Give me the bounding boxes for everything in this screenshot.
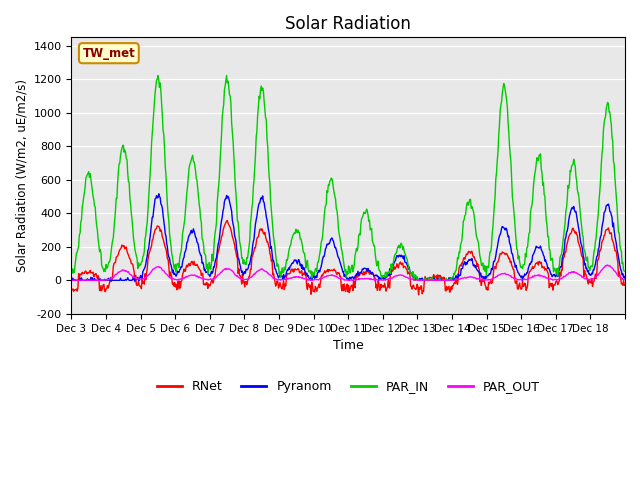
Pyranom <box>406 269 413 275</box>
Pyranom <box>284 267 291 273</box>
PAR_IN <box>132 253 140 259</box>
RNet <box>262 236 270 242</box>
PAR_OUT <box>604 262 611 268</box>
PAR_IN <box>262 117 270 123</box>
PAR_OUT <box>68 277 76 283</box>
Legend: RNet, Pyranom, PAR_IN, PAR_OUT: RNet, Pyranom, PAR_IN, PAR_OUT <box>152 375 545 398</box>
Line: PAR_OUT: PAR_OUT <box>72 265 625 280</box>
Title: Solar Radiation: Solar Radiation <box>285 15 411 33</box>
Pyranom <box>235 256 243 262</box>
Line: PAR_IN: PAR_IN <box>72 75 625 280</box>
PAR_OUT <box>133 276 141 281</box>
PAR_OUT <box>437 277 445 283</box>
Pyranom <box>68 277 76 283</box>
X-axis label: Time: Time <box>333 339 364 352</box>
Pyranom <box>621 275 629 281</box>
Y-axis label: Solar Radiation (W/m2, uE/m2/s): Solar Radiation (W/m2, uE/m2/s) <box>15 79 28 272</box>
RNet <box>406 272 413 277</box>
Pyranom <box>132 276 140 282</box>
RNet <box>235 266 243 272</box>
PAR_IN <box>406 269 413 275</box>
RNet <box>621 282 629 288</box>
Pyranom <box>262 214 270 220</box>
PAR_OUT <box>621 277 629 283</box>
Text: TW_met: TW_met <box>83 47 135 60</box>
RNet <box>284 271 291 276</box>
Line: RNet: RNet <box>72 220 625 295</box>
PAR_IN <box>621 268 629 274</box>
PAR_OUT <box>406 276 413 281</box>
RNet <box>415 292 422 298</box>
Pyranom <box>155 191 163 197</box>
RNet <box>68 288 76 293</box>
PAR_IN <box>284 257 291 263</box>
Pyranom <box>437 276 445 281</box>
PAR_IN <box>438 277 445 283</box>
PAR_OUT <box>284 276 291 282</box>
PAR_OUT <box>235 275 243 280</box>
RNet <box>438 275 445 280</box>
Line: Pyranom: Pyranom <box>72 194 625 280</box>
PAR_IN <box>235 228 243 234</box>
PAR_OUT <box>68 277 76 283</box>
PAR_IN <box>410 277 418 283</box>
RNet <box>132 282 140 288</box>
PAR_OUT <box>262 269 270 275</box>
PAR_IN <box>223 72 230 78</box>
PAR_IN <box>68 268 76 274</box>
RNet <box>223 217 231 223</box>
